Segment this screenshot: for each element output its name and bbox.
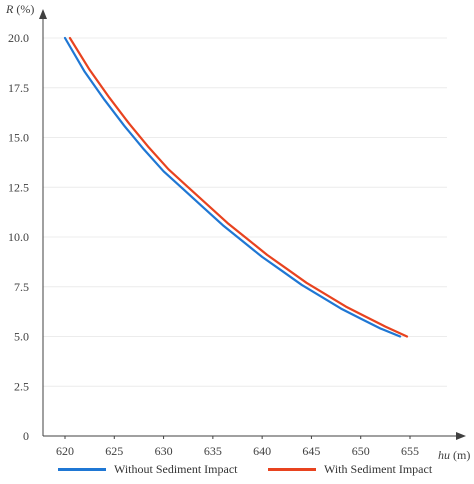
y-tick-label: 5.0: [14, 330, 29, 344]
axes: [39, 9, 466, 440]
legend-item-with: With Sediment Impact: [268, 462, 432, 477]
series-line-0: [63, 36, 402, 338]
legend-label-without: Without Sediment Impact: [114, 462, 238, 476]
y-axis-arrow: [39, 9, 47, 19]
y-tick-label: 12.5: [8, 180, 29, 194]
x-tick-label: 635: [204, 444, 222, 458]
legend-label-with: With Sediment Impact: [324, 462, 433, 476]
y-tick-label: 20.0: [8, 31, 29, 45]
y-axis-label: R (%): [5, 2, 34, 16]
tick-labels: 0 2.5 5.0 7.5 10.0 12.5 15.0 17.5 20.0 620 625 630 6…: [8, 31, 419, 458]
x-axis-label: hu (m): [438, 448, 470, 462]
x-axis-arrow: [456, 432, 466, 440]
series-line-1: [68, 36, 409, 338]
x-tick-label: 630: [155, 444, 173, 458]
line-chart: 0 2.5 5.0 7.5 10.0 12.5 15.0 17.5 20.0 620 625 630 6…: [5, 2, 470, 462]
y-tick-label: 17.5: [8, 81, 29, 95]
x-axis-label-unit: (m): [450, 448, 470, 462]
x-tick-label: 620: [56, 444, 74, 458]
y-tick-label: 0: [23, 429, 29, 443]
y-tick-label: 7.5: [14, 280, 29, 294]
x-axis-label-symbol: hu: [438, 448, 450, 462]
y-axis-label-unit: (%): [13, 2, 34, 16]
legend: Without Sediment Impact With Sediment Im…: [0, 462, 474, 484]
x-tick-label: 655: [401, 444, 419, 458]
x-tick-label: 645: [302, 444, 320, 458]
series-lines: [63, 36, 409, 338]
legend-swatch-without: [58, 468, 106, 471]
y-tick-label: 10.0: [8, 230, 29, 244]
y-tick-label: 15.0: [8, 131, 29, 145]
legend-swatch-with: [268, 468, 316, 471]
x-tick-label: 625: [105, 444, 123, 458]
x-tick-label: 650: [352, 444, 370, 458]
y-tick-label: 2.5: [14, 379, 29, 393]
gridlines: [43, 37, 447, 387]
x-tick-label: 640: [253, 444, 271, 458]
y-axis-label-symbol: R: [5, 2, 14, 16]
legend-item-without: Without Sediment Impact: [58, 462, 238, 477]
